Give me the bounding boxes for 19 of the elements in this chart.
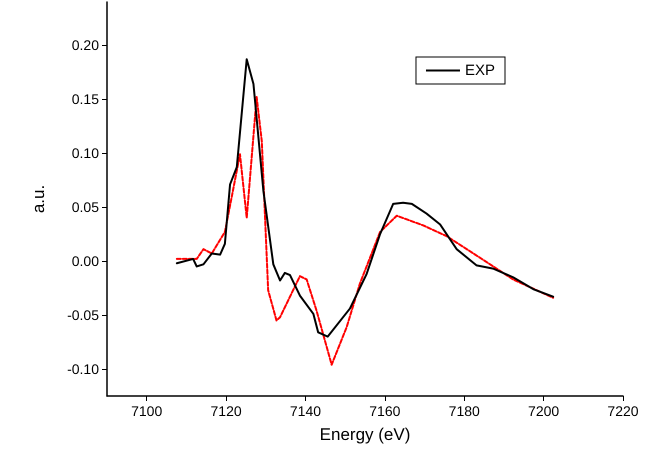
x-axis-title: Energy (eV) xyxy=(320,425,410,444)
y-tick-label: 0.05 xyxy=(72,199,100,216)
line-series xyxy=(176,96,554,366)
y-tick-label: 0.10 xyxy=(72,145,100,162)
x-tick-label: 7160 xyxy=(369,403,401,419)
x-tick-label: 7120 xyxy=(210,403,242,419)
y-axis-title: a.u. xyxy=(29,184,48,214)
x-tick-label: 7200 xyxy=(528,403,560,419)
x-tick-label: 7140 xyxy=(290,403,322,419)
x-tick-label: 7220 xyxy=(607,403,639,419)
y-tick-label: -0.05 xyxy=(67,307,100,324)
y-tick-label: 0.20 xyxy=(72,37,100,54)
y-tick-label: 0.00 xyxy=(72,253,100,270)
x-tick-label: 7180 xyxy=(448,403,480,419)
line-series xyxy=(176,58,554,338)
y-tick-label: 0.15 xyxy=(72,91,100,108)
x-tick-label: 7100 xyxy=(131,403,162,419)
legend-label: EXP xyxy=(464,62,495,79)
y-tick-label: -0.10 xyxy=(67,361,100,378)
